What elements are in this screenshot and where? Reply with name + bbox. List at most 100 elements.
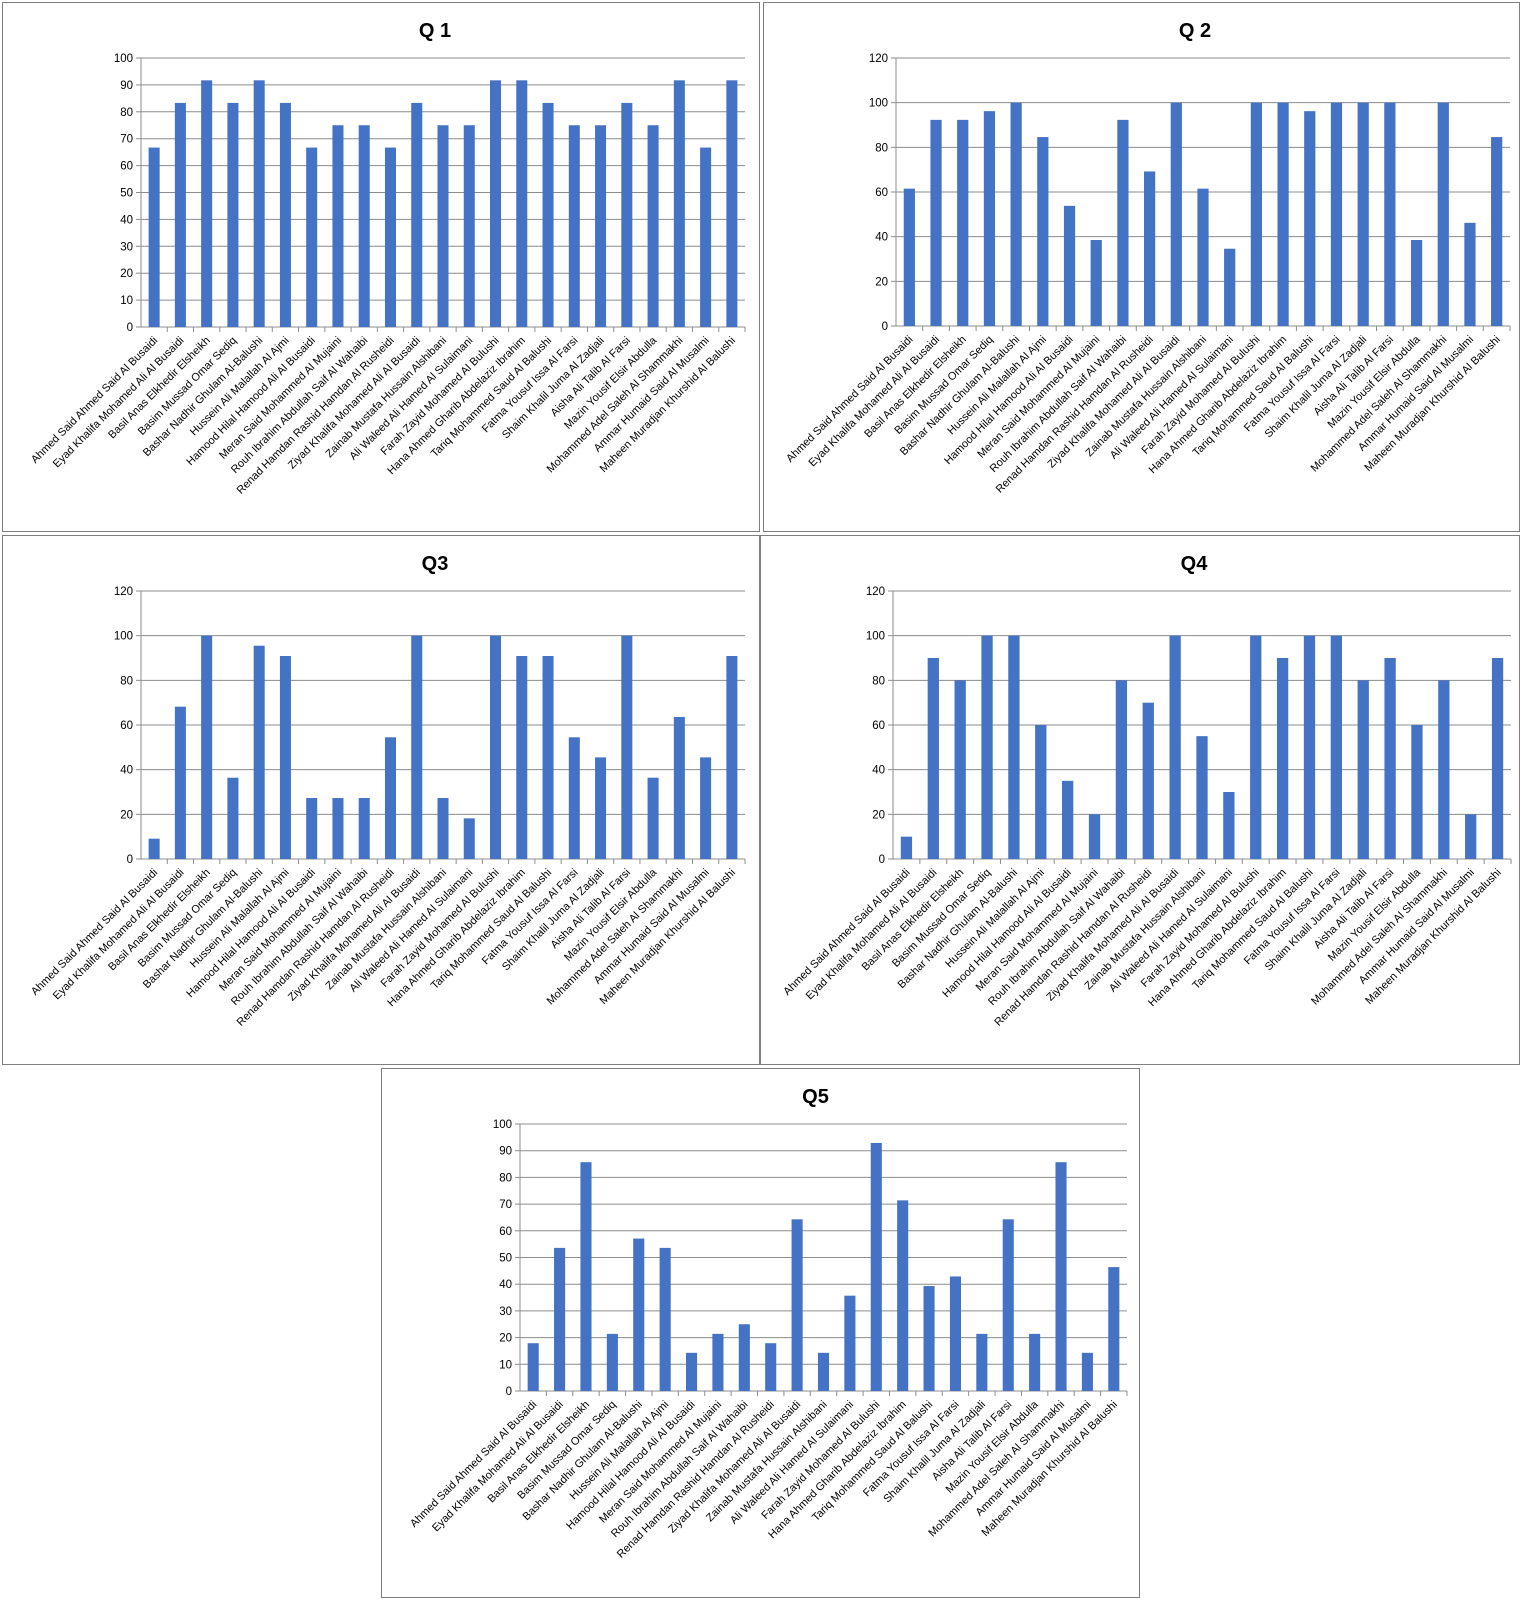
bar xyxy=(527,1343,539,1391)
bar xyxy=(1108,1267,1120,1391)
y-tick-label: 30 xyxy=(499,1306,512,1318)
chart-title: Q 1 xyxy=(419,20,451,42)
bar xyxy=(1465,814,1477,859)
bar xyxy=(358,125,370,327)
bar xyxy=(1464,222,1476,326)
bar xyxy=(253,645,265,859)
bar xyxy=(1144,171,1156,326)
y-tick-label: 0 xyxy=(127,322,133,334)
bar xyxy=(1384,102,1396,327)
bar xyxy=(817,1352,830,1391)
y-tick-label: 40 xyxy=(120,765,133,777)
bar xyxy=(791,1219,803,1391)
bar xyxy=(1010,102,1022,327)
bar xyxy=(765,1343,777,1391)
bar xyxy=(411,102,423,327)
bar xyxy=(580,1162,592,1391)
bar xyxy=(1037,137,1049,326)
bar xyxy=(358,798,370,859)
y-tick-label: 40 xyxy=(499,1279,512,1291)
bar xyxy=(595,757,607,859)
bar xyxy=(1411,725,1423,859)
bar xyxy=(437,798,449,859)
y-tick-label: 60 xyxy=(875,187,888,199)
chart-title: Q 2 xyxy=(1179,20,1211,42)
bar xyxy=(1357,102,1369,327)
bar xyxy=(1090,240,1102,326)
bar xyxy=(1491,658,1504,859)
bar xyxy=(700,147,712,327)
bar xyxy=(606,1333,618,1391)
y-tick-label: 50 xyxy=(120,188,133,200)
bar xyxy=(633,1238,645,1391)
bar xyxy=(1330,635,1342,859)
bar xyxy=(253,80,265,328)
bar xyxy=(516,655,528,859)
bar xyxy=(463,125,475,327)
bar xyxy=(542,102,554,327)
bar xyxy=(954,680,966,859)
bar xyxy=(174,706,186,859)
bar xyxy=(279,102,291,327)
bar xyxy=(384,147,396,327)
bar xyxy=(411,635,423,859)
y-tick-label: 100 xyxy=(869,98,888,110)
bar xyxy=(384,737,396,859)
y-tick-label: 60 xyxy=(872,720,885,732)
bar xyxy=(1196,736,1208,859)
chart-title: Q4 xyxy=(1181,553,1209,575)
bar xyxy=(686,1352,698,1391)
bar xyxy=(1062,780,1074,859)
bar xyxy=(1224,248,1236,326)
bar xyxy=(621,102,633,327)
bar xyxy=(647,125,659,327)
bar xyxy=(332,125,344,327)
bar xyxy=(1491,137,1503,326)
bar xyxy=(148,147,160,327)
bar xyxy=(844,1295,856,1391)
chart-panel-q3: Q3 0 20 40 60 80 100 120 Ahmed Said Ahmed Said A… xyxy=(2,535,760,1065)
y-tick-label: 120 xyxy=(114,586,133,598)
bar xyxy=(930,119,942,326)
y-tick-label: 10 xyxy=(120,295,133,307)
y-tick-label: 70 xyxy=(120,134,133,146)
bar xyxy=(900,836,913,859)
y-tick-label: 60 xyxy=(120,161,133,173)
y-tick-label: 80 xyxy=(499,1172,512,1184)
bar xyxy=(1223,792,1235,859)
y-tick-label: 40 xyxy=(120,214,133,226)
bar xyxy=(1250,102,1262,327)
y-tick-label: 40 xyxy=(875,232,888,244)
bar xyxy=(726,655,738,859)
bar xyxy=(1029,1333,1041,1391)
bar xyxy=(647,777,659,859)
bar xyxy=(332,798,344,859)
y-tick-label: 30 xyxy=(120,241,133,253)
bar xyxy=(1117,119,1129,326)
y-tick-label: 100 xyxy=(866,631,885,643)
y-tick-label: 20 xyxy=(875,276,888,288)
y-tick-label: 60 xyxy=(120,720,133,732)
bar xyxy=(1330,102,1343,327)
bar xyxy=(923,1286,935,1391)
bar xyxy=(595,125,607,327)
bar xyxy=(976,1333,988,1391)
bar xyxy=(673,716,685,859)
y-tick-label: 10 xyxy=(499,1359,512,1371)
y-tick-label: 20 xyxy=(499,1333,512,1345)
y-tick-label: 50 xyxy=(499,1253,512,1265)
bar xyxy=(516,80,528,328)
bar xyxy=(949,1276,961,1391)
bar xyxy=(279,655,291,859)
bar xyxy=(1303,635,1316,859)
chart-panel-q1: Q 1 0 10 20 30 40 50 60 70 80 90 100 Ahmed Said Ahme… xyxy=(2,2,760,532)
bar xyxy=(1055,1162,1067,1391)
bar xyxy=(1250,635,1262,859)
bar xyxy=(1063,205,1076,326)
bar xyxy=(870,1142,882,1391)
y-tick-label: 40 xyxy=(872,765,885,777)
bar xyxy=(1008,635,1020,859)
